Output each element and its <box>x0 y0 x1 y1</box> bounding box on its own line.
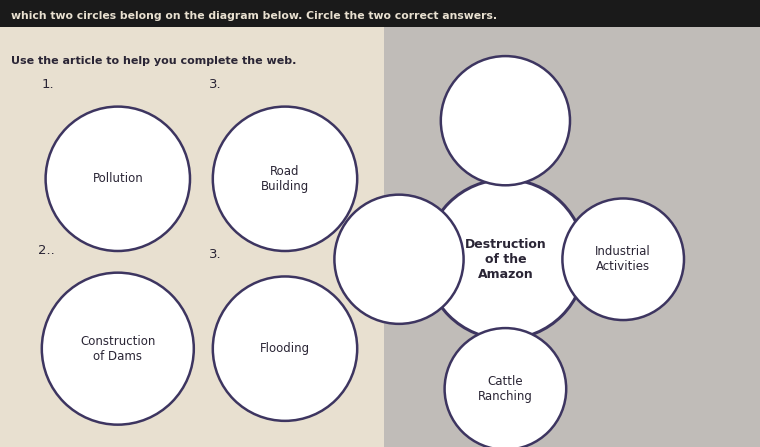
Text: Flooding: Flooding <box>260 342 310 355</box>
Text: 3.: 3. <box>209 78 222 91</box>
Text: Use the article to help you complete the web.: Use the article to help you complete the… <box>11 56 296 66</box>
Ellipse shape <box>334 194 464 324</box>
Ellipse shape <box>42 273 194 425</box>
Ellipse shape <box>445 328 566 447</box>
Ellipse shape <box>426 179 585 339</box>
Text: Industrial
Activities: Industrial Activities <box>595 245 651 273</box>
Ellipse shape <box>562 198 684 320</box>
Text: 2..: 2.. <box>38 244 55 257</box>
Bar <box>0 0 760 27</box>
Text: 1.: 1. <box>42 78 55 91</box>
Ellipse shape <box>46 106 190 251</box>
Text: which two circles belong on the diagram below. Circle the two correct answers.: which two circles belong on the diagram … <box>11 11 498 21</box>
Bar <box>384 0 760 447</box>
Text: Destruction
of the
Amazon: Destruction of the Amazon <box>464 238 546 281</box>
Text: Road
Building: Road Building <box>261 165 309 193</box>
Ellipse shape <box>441 56 570 186</box>
Ellipse shape <box>213 106 357 251</box>
Text: Pollution: Pollution <box>93 172 143 186</box>
Text: 3.: 3. <box>209 248 222 261</box>
Ellipse shape <box>213 276 357 421</box>
Text: Construction
of Dams: Construction of Dams <box>80 335 156 363</box>
Text: Cattle
Ranching: Cattle Ranching <box>478 375 533 403</box>
